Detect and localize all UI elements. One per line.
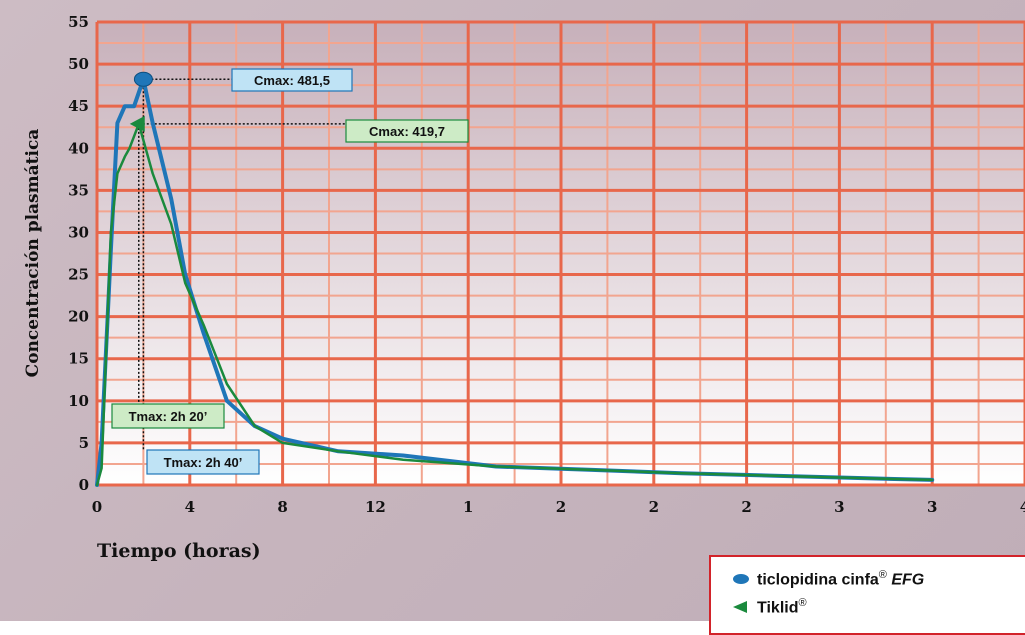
tmax-ticlopidina-annotation: Tmax: 2h 40’ xyxy=(146,449,260,475)
x-axis-label: Tiempo (horas) xyxy=(97,540,261,562)
x-tick-label: 2 xyxy=(741,498,751,516)
legend-label-tiklid: Tiklid® xyxy=(757,597,807,617)
cmax-tiklid-annotation-text: Cmax: 419,7 xyxy=(369,124,445,139)
y-tick-label: 0 xyxy=(79,476,89,494)
cmax-ticlopidina-annotation-text: Cmax: 481,5 xyxy=(254,73,330,88)
y-tick-label: 20 xyxy=(68,308,89,326)
y-tick-label: 15 xyxy=(68,350,89,368)
x-tick-label: 1 xyxy=(463,498,473,516)
ellipse-marker-icon xyxy=(733,574,749,584)
x-tick-label: 4 xyxy=(185,498,195,516)
cmax-tiklid-annotation-box xyxy=(345,119,469,143)
tmax-ticlopidina-annotation-text: Tmax: 2h 40’ xyxy=(164,455,243,470)
tmax-ticlopidina-annotation-box xyxy=(146,449,260,475)
x-tick-label: 3 xyxy=(927,498,937,516)
y-axis-label: Concentración plasmática xyxy=(23,129,43,378)
grid-lines xyxy=(95,20,1025,487)
x-tick-label: 8 xyxy=(277,498,287,516)
axis-ticks: 0510152025303540455055048121222334 xyxy=(68,13,1025,516)
triangle-marker-icon xyxy=(733,601,747,613)
tmax-tiklid-annotation: Tmax: 2h 20’ xyxy=(111,403,225,429)
y-tick-label: 10 xyxy=(68,392,89,410)
pharmacokinetic-chart: 0510152025303540455055048121222334 Cmax:… xyxy=(23,13,1025,562)
series-markers xyxy=(129,71,153,132)
y-tick-label: 50 xyxy=(68,55,89,73)
series-line-tiklid xyxy=(95,122,934,487)
y-tick-label: 30 xyxy=(68,223,89,241)
legend-label-ticlopidina: ticlopidina cinfa® EFG xyxy=(757,569,925,589)
y-tick-label: 55 xyxy=(68,13,89,31)
x-tick-label: 0 xyxy=(92,498,102,516)
cmax-ticlopidina-annotation-box xyxy=(231,68,353,92)
y-tick-label: 40 xyxy=(68,139,89,157)
tmax-tiklid-annotation-box xyxy=(111,403,225,429)
y-tick-label: 25 xyxy=(68,266,89,284)
x-tick-label: 4 xyxy=(1020,498,1025,516)
cmax-ticlopidina-annotation: Cmax: 481,5 xyxy=(231,68,353,92)
x-tick-label: 2 xyxy=(556,498,566,516)
x-tick-label: 12 xyxy=(365,498,386,516)
tmax-tiklid-annotation-text: Tmax: 2h 20’ xyxy=(129,409,208,424)
series-lines xyxy=(95,77,935,487)
tiklid-cmax-marker xyxy=(129,115,145,132)
y-tick-label: 5 xyxy=(79,434,89,452)
x-tick-label: 3 xyxy=(834,498,844,516)
ticlopidina-cmax-marker xyxy=(133,71,153,87)
y-tick-label: 45 xyxy=(68,97,89,115)
annotation-boxes: Cmax: 481,5 Cmax: 419,7 Tmax: 2h 20’ Tmax: … xyxy=(111,68,469,475)
legend: ticlopidina cinfa® EFG Tiklid® xyxy=(709,555,1025,635)
y-tick-label: 35 xyxy=(68,181,89,199)
x-tick-label: 2 xyxy=(649,498,659,516)
cmax-tiklid-annotation: Cmax: 419,7 xyxy=(345,119,469,143)
